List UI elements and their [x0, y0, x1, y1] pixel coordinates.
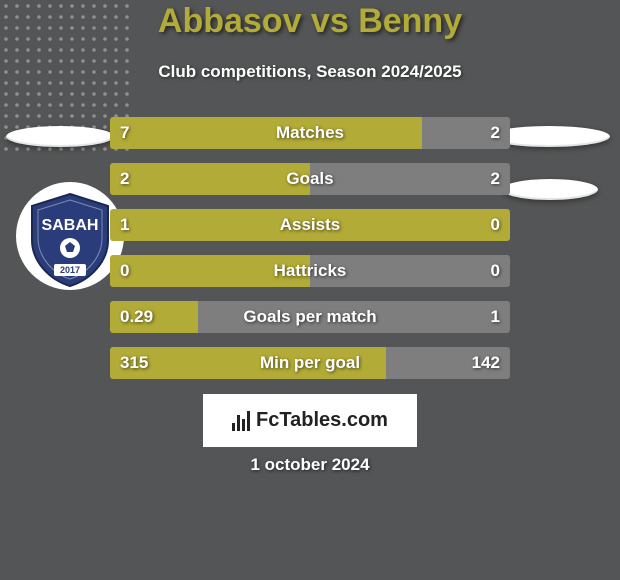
stat-label: Min per goal: [110, 347, 510, 379]
page-subtitle: Club competitions, Season 2024/2025: [0, 62, 620, 82]
chart-icon: [232, 411, 250, 431]
stat-label: Goals: [110, 163, 510, 195]
stat-row: 315142Min per goal: [110, 347, 510, 379]
decorative-ellipse: [6, 126, 114, 147]
decorative-ellipse: [502, 179, 598, 200]
svg-text:2017: 2017: [60, 265, 80, 275]
stat-label: Assists: [110, 209, 510, 241]
stat-row: 10Assists: [110, 209, 510, 241]
stat-row: 00Hattricks: [110, 255, 510, 287]
fctables-logo: FcTables.com: [203, 394, 417, 447]
date-label: 1 october 2024: [0, 455, 620, 475]
stat-row: 72Matches: [110, 117, 510, 149]
stat-row: 22Goals: [110, 163, 510, 195]
stats-comparison: 72Matches 22Goals 10Assists 00Hattricks 0.29…: [110, 117, 510, 393]
stat-label: Goals per match: [110, 301, 510, 333]
stat-label: Matches: [110, 117, 510, 149]
logo-text: FcTables.com: [256, 409, 388, 432]
stat-row: 0.291Goals per match: [110, 301, 510, 333]
stat-label: Hattricks: [110, 255, 510, 287]
page-title: Abbasov vs Benny: [0, 2, 620, 41]
svg-text:SABAH: SABAH: [42, 217, 99, 234]
